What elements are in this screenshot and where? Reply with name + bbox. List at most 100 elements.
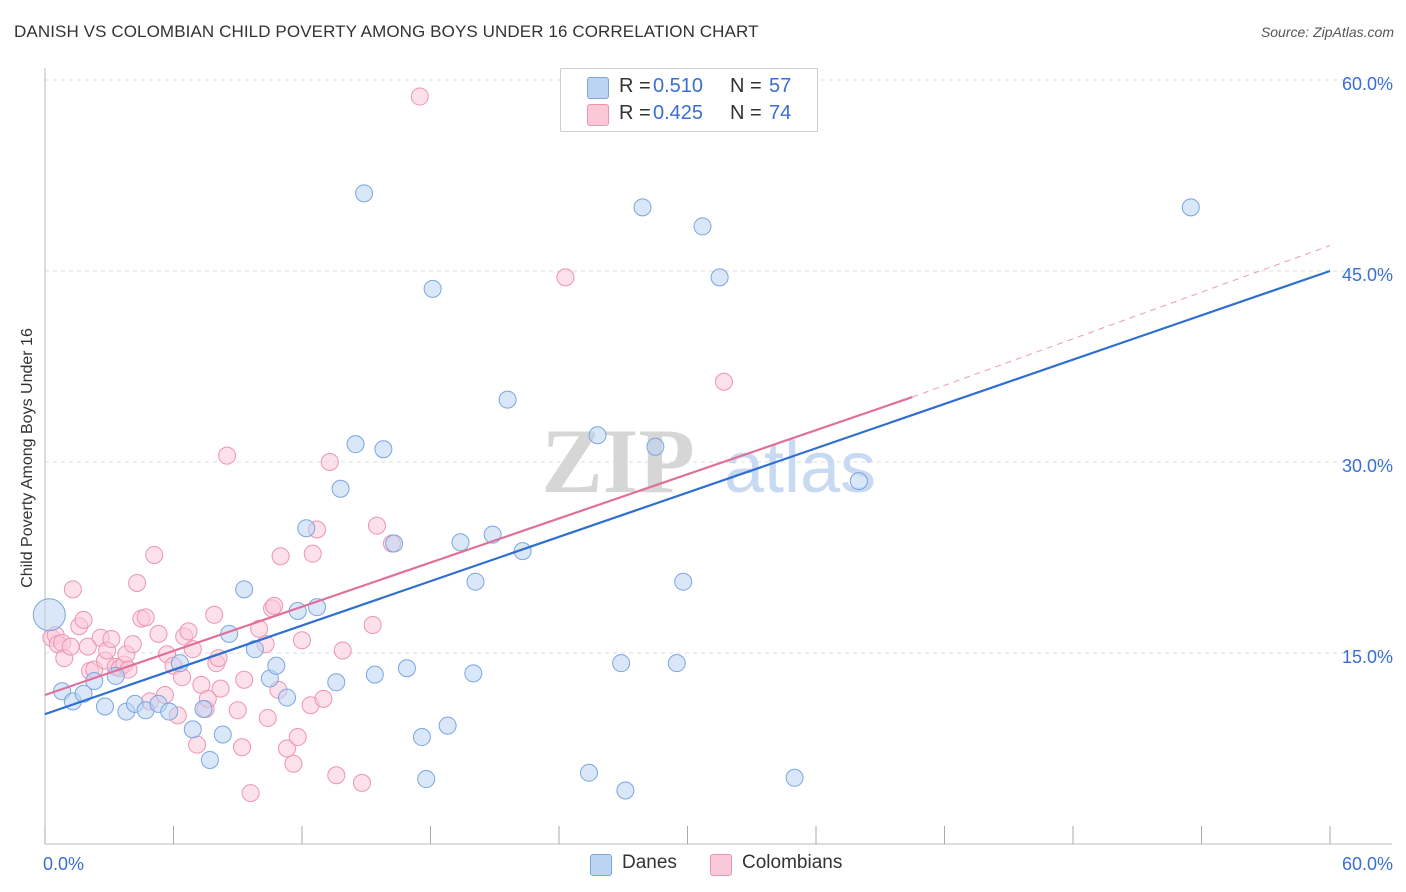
- colombians-point: [333, 641, 352, 660]
- danes-point: [667, 654, 686, 673]
- legend-r-value: 0.510: [653, 75, 704, 97]
- legend-r-label: R =: [619, 75, 651, 97]
- danes-points: [32, 184, 1200, 800]
- y-tick-label: 60.0%: [1342, 74, 1393, 94]
- colombians-point: [271, 547, 290, 566]
- danes-point: [579, 763, 598, 782]
- danes-point: [355, 184, 374, 203]
- x-tick-label: 60.0%: [1342, 854, 1393, 874]
- danes-point: [710, 268, 729, 287]
- danes-point: [451, 533, 470, 552]
- colombians-point: [205, 605, 224, 624]
- colombians-point: [235, 670, 254, 689]
- colombians-point: [233, 738, 252, 757]
- danes-point: [74, 684, 93, 703]
- colombians-point: [74, 610, 93, 629]
- danes-point: [278, 688, 297, 707]
- danes-point: [95, 697, 114, 716]
- colombians-point: [410, 87, 429, 106]
- danes-point: [417, 770, 436, 789]
- colombians-point: [284, 754, 303, 773]
- danes-point: [331, 479, 350, 498]
- colombians-point: [367, 516, 386, 535]
- colombians-point: [288, 728, 307, 747]
- colombians-point: [327, 766, 346, 785]
- legend-n-value: 57: [769, 75, 792, 97]
- colombians-point: [303, 544, 322, 563]
- colombians-point: [179, 622, 198, 641]
- danes-point: [346, 435, 365, 454]
- bottom-legend-label-danes: Danes: [622, 852, 677, 873]
- danes-point: [194, 700, 213, 719]
- legend: R = 0.510 N = 57 R = 0.425 N = 74: [560, 68, 818, 132]
- danes-point: [466, 572, 485, 591]
- danes-point: [297, 519, 316, 538]
- danes-point: [213, 725, 232, 744]
- danes-point: [438, 716, 457, 735]
- colombians-point: [61, 637, 80, 656]
- colombians-point: [78, 637, 97, 656]
- chart-title: DANISH VS COLOMBIAN CHILD POVERTY AMONG …: [14, 22, 759, 41]
- tick-labels: 15.0% 30.0% 45.0% 60.0% 0.0% 60.0%: [43, 74, 1393, 874]
- colombians-point: [149, 624, 168, 643]
- colombians-point: [352, 773, 371, 792]
- colombians-point: [556, 268, 575, 287]
- bottom-legend-swatch-danes: [590, 854, 612, 876]
- colombians-point: [123, 635, 142, 654]
- colombians-trend-extension: [912, 245, 1331, 398]
- source-label: Source: ZipAtlas.com: [1260, 24, 1394, 40]
- danes-point: [785, 768, 804, 787]
- colombians-point: [102, 629, 121, 648]
- danes-point: [412, 728, 431, 747]
- colombians-point: [188, 735, 207, 754]
- danes-trend-line: [44, 269, 1331, 716]
- danes-point: [235, 580, 254, 599]
- legend-n-value: 74: [769, 102, 792, 124]
- legend-n-label: N =: [730, 102, 762, 124]
- legend-swatch-danes: [587, 77, 609, 99]
- danes-point: [200, 750, 219, 769]
- watermark: ZIP atlas: [541, 410, 876, 512]
- danes-point: [267, 656, 286, 675]
- colombians-point: [218, 446, 237, 465]
- danes-point: [327, 673, 346, 692]
- danes-point: [849, 472, 868, 491]
- grid-lines: [45, 79, 1392, 654]
- danes-point: [646, 437, 665, 456]
- watermark-zip: ZIP: [541, 410, 694, 512]
- trend-lines: [44, 245, 1331, 716]
- danes-point: [397, 659, 416, 678]
- colombians-point: [258, 708, 277, 727]
- bottom-legend-swatch-colombians: [710, 854, 732, 876]
- danes-point: [674, 572, 693, 591]
- colombians-point: [314, 689, 333, 708]
- danes-point: [32, 598, 66, 632]
- bottom-legend-label-colombians: Colombians: [742, 852, 843, 873]
- colombians-point: [128, 573, 147, 592]
- danes-point: [385, 534, 404, 553]
- danes-point: [374, 440, 393, 459]
- danes-point: [612, 654, 631, 673]
- danes-point: [464, 664, 483, 683]
- danes-point: [693, 217, 712, 236]
- legend-r-label: R =: [619, 102, 651, 124]
- danes-point: [633, 198, 652, 217]
- colombians-point: [63, 580, 82, 599]
- x-tick-label: 0.0%: [43, 854, 84, 874]
- y-axis-label: Child Poverty Among Boys Under 16: [19, 328, 36, 588]
- colombians-point: [363, 615, 382, 634]
- watermark-atlas: atlas: [724, 428, 876, 508]
- danes-point: [616, 781, 635, 800]
- danes-point: [423, 279, 442, 298]
- danes-point: [160, 702, 179, 721]
- colombians-point: [278, 739, 297, 758]
- colombians-point: [211, 679, 230, 698]
- colombians-trend-line: [44, 396, 913, 697]
- colombians-point: [145, 545, 164, 564]
- colombians-point: [320, 453, 339, 471]
- danes-point: [365, 665, 384, 684]
- legend-r-value: 0.425: [653, 102, 704, 124]
- danes-point: [498, 390, 517, 409]
- danes-point: [1181, 198, 1200, 217]
